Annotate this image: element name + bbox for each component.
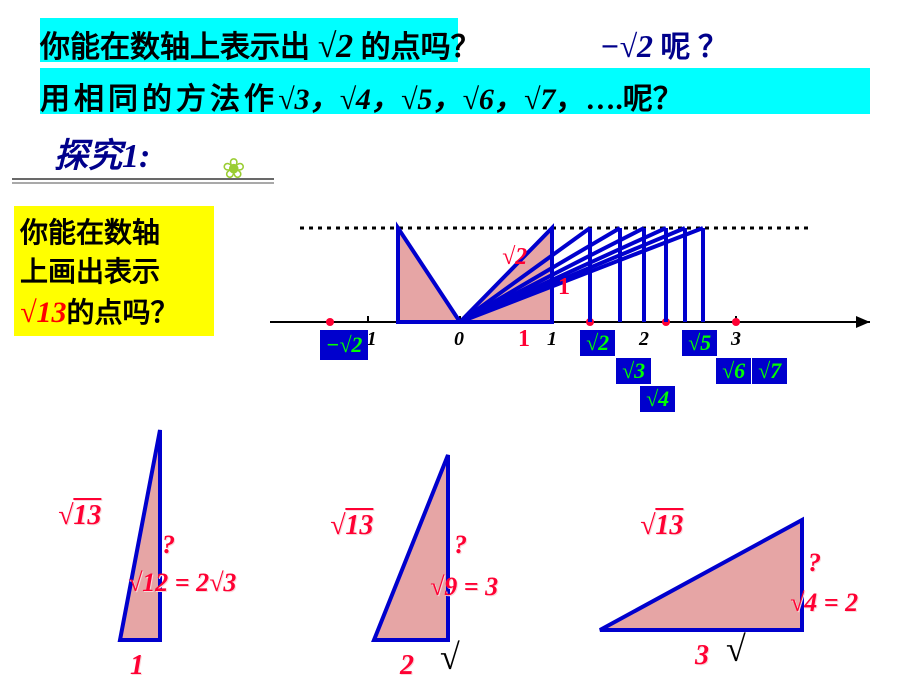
t3-leg-v: √4 = 2 bbox=[790, 588, 858, 618]
t3-sqrt13: √13 bbox=[640, 510, 683, 542]
slide: 你能在数轴上表示出 √2 的点吗？ −√2 呢 ？ 用相同的方法作√3，√4，√… bbox=[0, 0, 920, 690]
t1-leg-v: √12 = 2√3 bbox=[128, 568, 236, 598]
t2-sqrt13: √13 bbox=[330, 510, 373, 542]
left-triangle bbox=[398, 228, 460, 322]
triangle-2 bbox=[374, 455, 448, 640]
triangle-1 bbox=[120, 430, 160, 640]
sqrt6-box: √6 bbox=[716, 358, 751, 384]
line1-part1: 你能在数轴上表示出 bbox=[40, 31, 310, 64]
line1-extra: −√2 呢 ？ bbox=[600, 22, 728, 66]
t3-leg-h: 3 bbox=[695, 640, 709, 672]
axis-arrow bbox=[856, 316, 870, 328]
sqrt7-box: √7 bbox=[752, 358, 787, 384]
neg-sqrt2-inline: −√2 bbox=[600, 28, 653, 64]
t1-question: ? bbox=[162, 530, 175, 560]
t2-check-icon: √ bbox=[440, 636, 460, 678]
line1-part2: 的点吗？ bbox=[361, 31, 481, 64]
tick-label: 0 bbox=[454, 328, 464, 351]
t3-check-icon: √ bbox=[726, 628, 746, 670]
line1-extra-tail: 呢 ？ bbox=[660, 31, 728, 64]
t3-question: ? bbox=[808, 548, 821, 578]
t1-sqrt13: √13 bbox=[58, 500, 101, 532]
tick-label: 1 bbox=[547, 328, 557, 351]
triangle-3 bbox=[600, 520, 802, 630]
tick-label: 3 bbox=[731, 328, 741, 351]
red-1-horiz: 1 bbox=[518, 326, 530, 353]
tick-label: 2 bbox=[639, 328, 649, 351]
t2-leg-v: √9 = 3 bbox=[430, 572, 498, 602]
sqrt2-hyp-label: √2 bbox=[502, 244, 527, 271]
sqrt3-box: √3 bbox=[616, 358, 651, 384]
red-dot bbox=[326, 318, 334, 326]
t1-leg-h: 1 bbox=[130, 650, 144, 682]
red-dot bbox=[732, 318, 740, 326]
sqrt5-box: √5 bbox=[682, 330, 717, 356]
t2-leg-h: 2 bbox=[400, 650, 414, 682]
sqrt2-box: √2 bbox=[580, 330, 615, 356]
red-1-vert: 1 bbox=[558, 274, 570, 301]
sqrt4-box: √4 bbox=[640, 386, 675, 412]
t2-question: ? bbox=[454, 530, 467, 560]
line1-text: 你能在数轴上表示出 √2 的点吗？ bbox=[40, 22, 481, 66]
sqrt2-inline: √2 bbox=[318, 28, 354, 65]
neg-sqrt2-box: −√2 bbox=[320, 330, 368, 360]
